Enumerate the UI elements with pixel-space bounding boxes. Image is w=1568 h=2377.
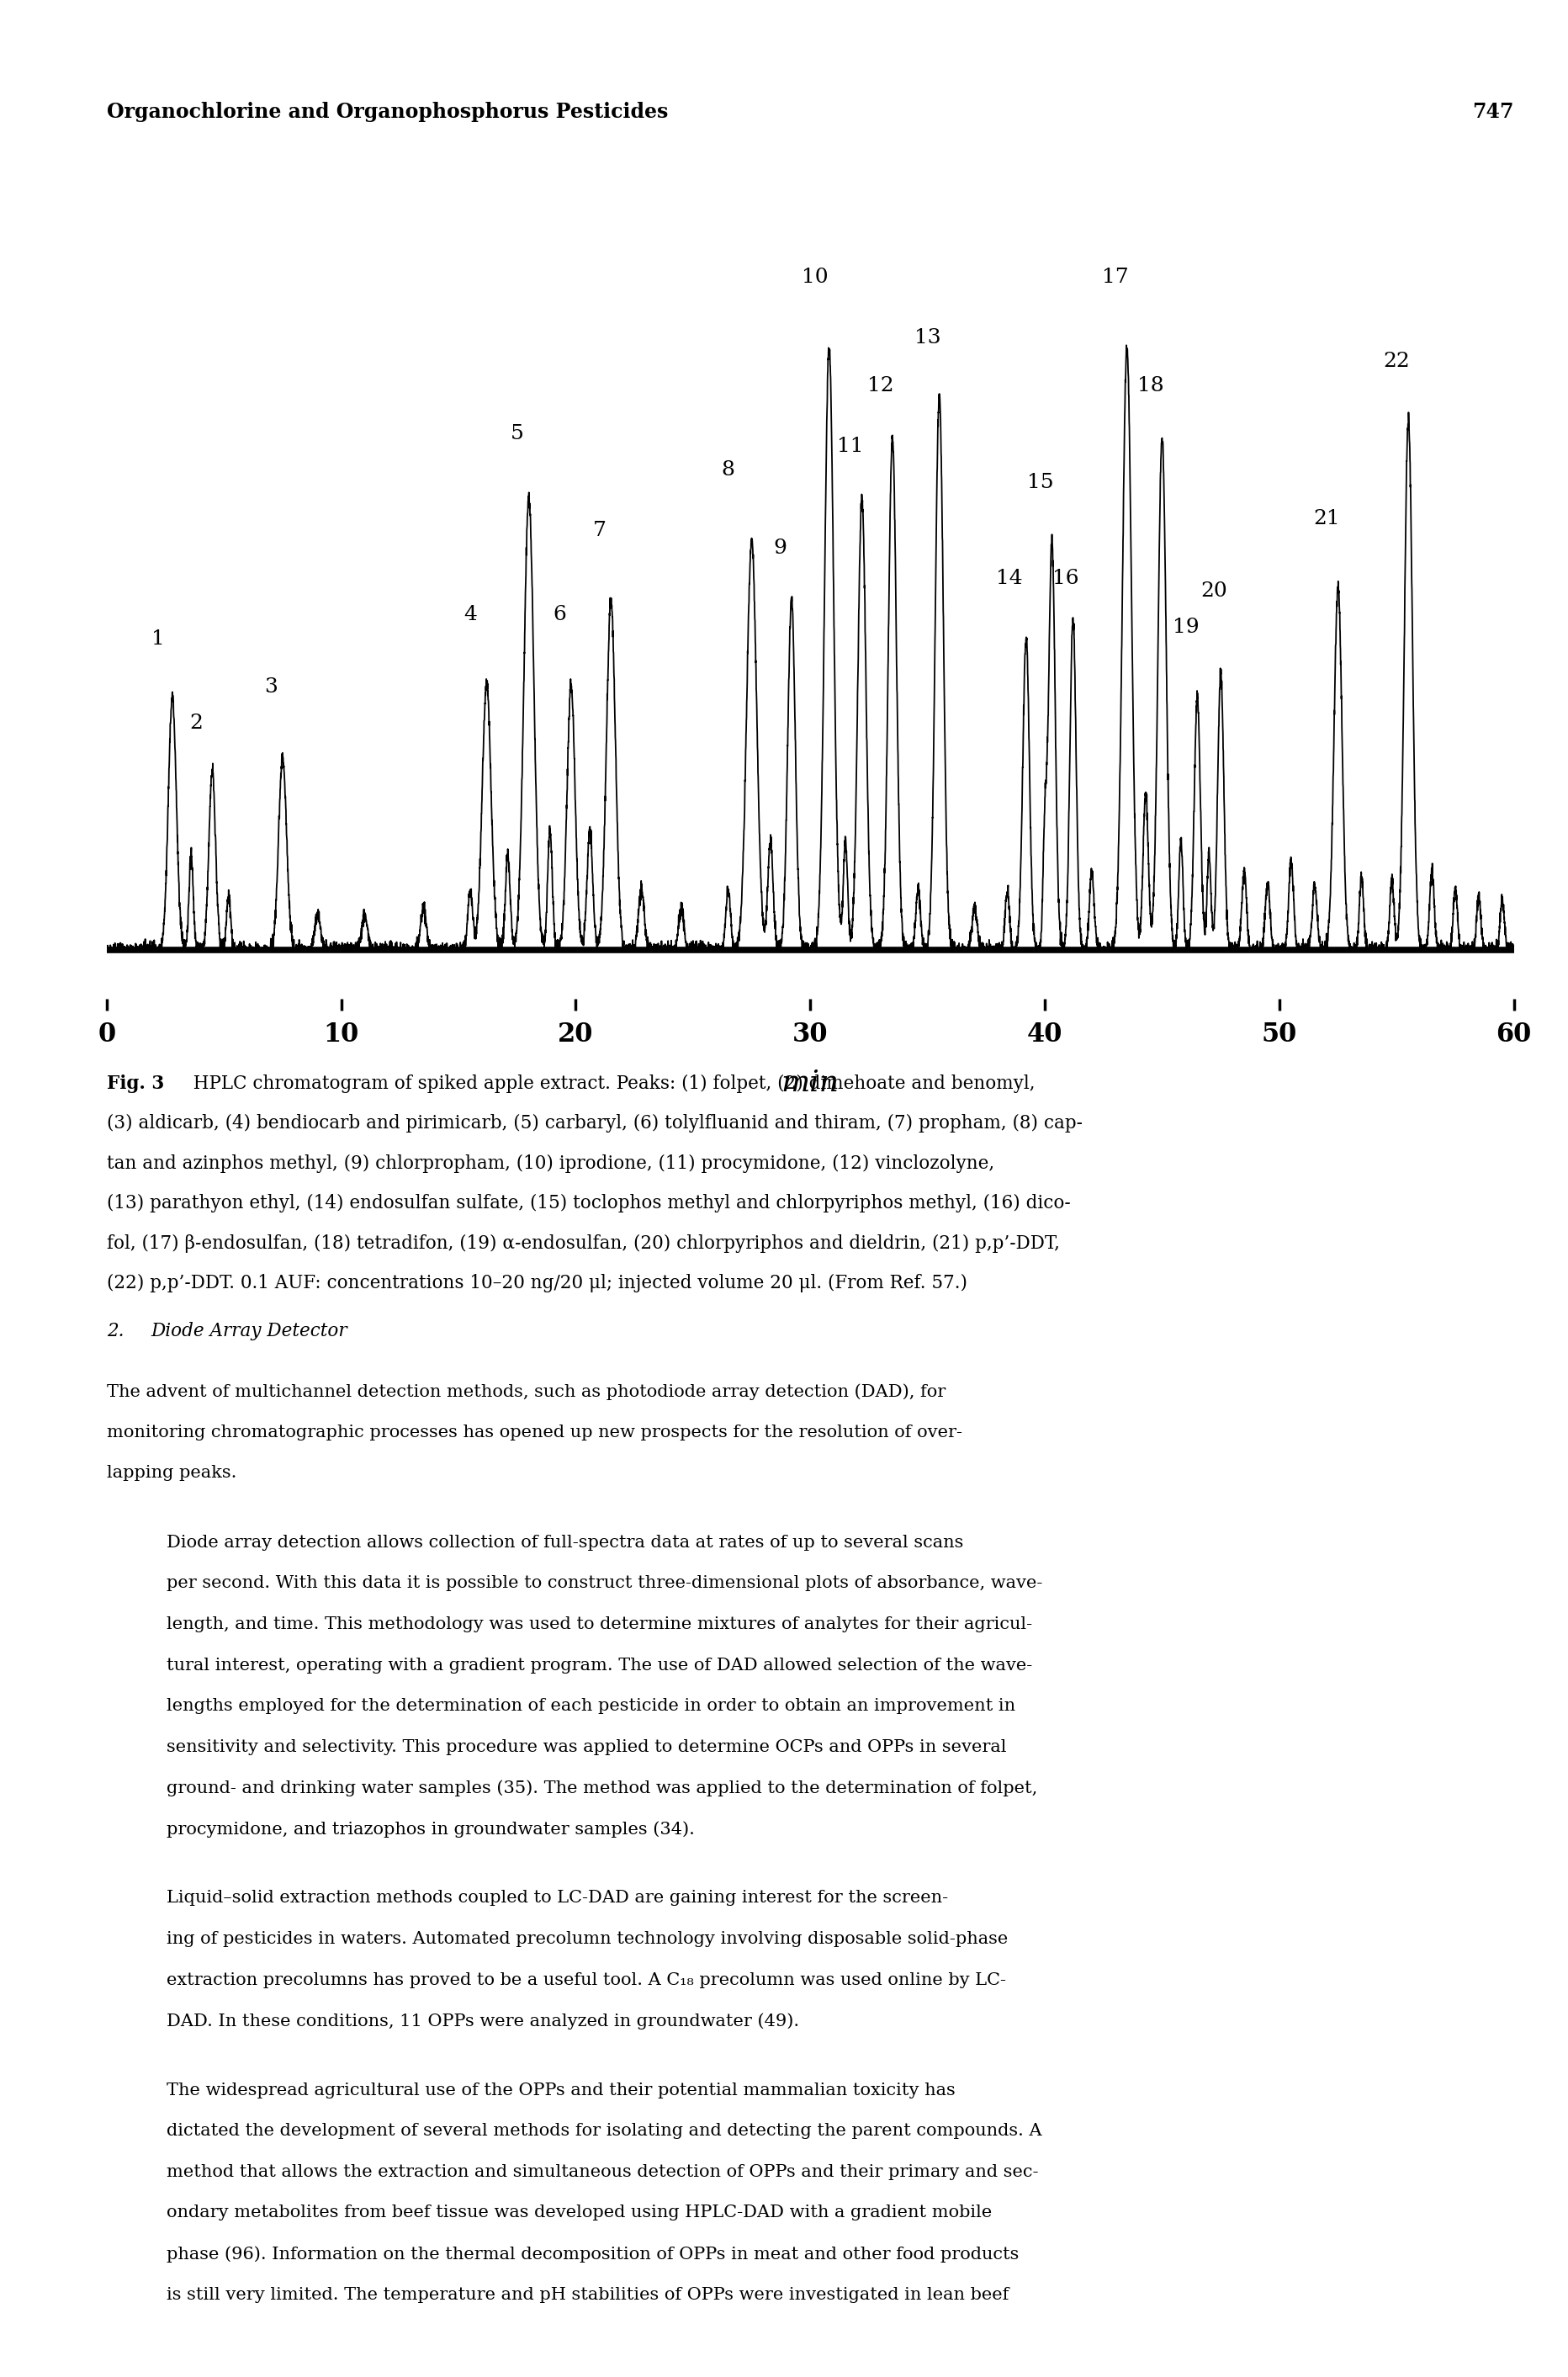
Text: method that allows the extraction and simultaneous detection of OPPs and their p: method that allows the extraction and si… (166, 2163, 1038, 2180)
Text: Liquid–solid extraction methods coupled to LC-DAD are gaining interest for the s: Liquid–solid extraction methods coupled … (166, 1890, 947, 1906)
Text: (13) parathyon ethyl, (14) endosulfan sulfate, (15) toclophos methyl and chlorpy: (13) parathyon ethyl, (14) endosulfan su… (107, 1193, 1069, 1212)
X-axis label: min: min (781, 1070, 839, 1098)
Text: 2: 2 (190, 713, 202, 732)
Text: HPLC chromatogram of spiked apple extract. Peaks: (1) folpet, (2) dimehoate and : HPLC chromatogram of spiked apple extrac… (182, 1074, 1035, 1093)
Text: 6: 6 (552, 606, 566, 625)
Text: 22: 22 (1383, 352, 1410, 371)
Text: 1: 1 (152, 630, 165, 649)
Text: 14: 14 (996, 568, 1022, 589)
Text: length, and time. This methodology was used to determine mixtures of analytes fo: length, and time. This methodology was u… (166, 1616, 1032, 1633)
Text: 12: 12 (867, 376, 894, 395)
Text: Diode Array Detector: Diode Array Detector (151, 1322, 347, 1341)
Text: tural interest, operating with a gradient program. The use of DAD allowed select: tural interest, operating with a gradien… (166, 1657, 1032, 1673)
Text: (3) aldicarb, (4) bendiocarb and pirimicarb, (5) carbaryl, (6) tolylfluanid and : (3) aldicarb, (4) bendiocarb and pirimic… (107, 1115, 1082, 1134)
Text: 10: 10 (801, 269, 828, 288)
Text: 17: 17 (1101, 269, 1127, 288)
Text: sensitivity and selectivity. This procedure was applied to determine OCPs and OP: sensitivity and selectivity. This proced… (166, 1740, 1005, 1754)
Text: lapping peaks.: lapping peaks. (107, 1464, 237, 1481)
Text: phase (96). Information on the thermal decomposition of OPPs in meat and other f: phase (96). Information on the thermal d… (166, 2246, 1018, 2263)
Text: dictated the development of several methods for isolating and detecting the pare: dictated the development of several meth… (166, 2123, 1041, 2139)
Text: 13: 13 (914, 328, 941, 347)
Text: 747: 747 (1471, 102, 1513, 121)
Text: fol, (17) β-endosulfan, (18) tetradifon, (19) α-endosulfan, (20) chlorpyriphos a: fol, (17) β-endosulfan, (18) tetradifon,… (107, 1234, 1058, 1253)
Text: 3: 3 (263, 677, 278, 696)
Text: tan and azinphos methyl, (9) chlorpropham, (10) iprodione, (11) procymidone, (12: tan and azinphos methyl, (9) chlorpropha… (107, 1155, 994, 1172)
Text: 8: 8 (721, 461, 734, 480)
Text: 16: 16 (1052, 568, 1079, 589)
Text: per second. With this data it is possible to construct three-dimensional plots o: per second. With this data it is possibl… (166, 1576, 1041, 1593)
Text: 19: 19 (1171, 618, 1198, 637)
Text: Organochlorine and Organophosphorus Pesticides: Organochlorine and Organophosphorus Pest… (107, 102, 668, 121)
Text: (22) p,p’-DDT. 0.1 AUF: concentrations 10–20 ng/20 μl; injected volume 20 μl. (F: (22) p,p’-DDT. 0.1 AUF: concentrations 1… (107, 1274, 967, 1293)
Text: ground- and drinking water samples (35). The method was applied to the determina: ground- and drinking water samples (35).… (166, 1780, 1036, 1797)
Text: lengths employed for the determination of each pesticide in order to obtain an i: lengths employed for the determination o… (166, 1697, 1014, 1714)
Text: Fig. 3: Fig. 3 (107, 1074, 165, 1093)
Text: 5: 5 (510, 425, 524, 444)
Text: ondary metabolites from beef tissue was developed using HPLC-DAD with a gradient: ondary metabolites from beef tissue was … (166, 2206, 991, 2220)
Text: The advent of multichannel detection methods, such as photodiode array detection: The advent of multichannel detection met… (107, 1383, 946, 1400)
Text: procymidone, and triazophos in groundwater samples (34).: procymidone, and triazophos in groundwat… (166, 1821, 695, 1837)
Text: monitoring chromatographic processes has opened up new prospects for the resolut: monitoring chromatographic processes has… (107, 1424, 961, 1440)
Text: 11: 11 (836, 437, 862, 456)
Text: 21: 21 (1312, 509, 1339, 528)
Text: 15: 15 (1027, 473, 1052, 492)
Text: extraction precolumns has proved to be a useful tool. A C₁₈ precolumn was used o: extraction precolumns has proved to be a… (166, 1973, 1005, 1987)
Text: 20: 20 (1200, 580, 1226, 601)
Text: The widespread agricultural use of the OPPs and their potential mammalian toxici: The widespread agricultural use of the O… (166, 2082, 955, 2099)
Text: 7: 7 (593, 521, 605, 540)
Text: is still very limited. The temperature and pH stabilities of OPPs were investiga: is still very limited. The temperature a… (166, 2287, 1008, 2303)
Text: 18: 18 (1137, 376, 1163, 395)
Text: 9: 9 (773, 540, 786, 559)
Text: Diode array detection allows collection of full-spectra data at rates of up to s: Diode array detection allows collection … (166, 1536, 963, 1550)
Text: ing of pesticides in waters. Automated precolumn technology involving disposable: ing of pesticides in waters. Automated p… (166, 1930, 1007, 1947)
Text: 2.: 2. (107, 1322, 124, 1341)
Text: DAD. In these conditions, 11 OPPs were analyzed in groundwater (49).: DAD. In these conditions, 11 OPPs were a… (166, 2013, 798, 2030)
Text: 4: 4 (463, 606, 477, 625)
